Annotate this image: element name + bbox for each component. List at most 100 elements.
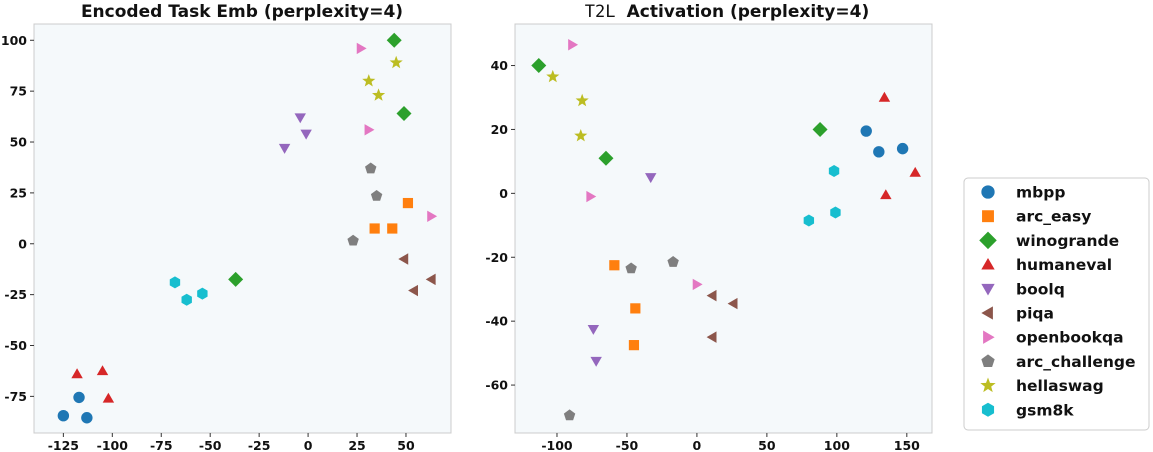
right-y-tick-label: 40 — [491, 58, 509, 73]
right-point-arc-easy — [609, 260, 620, 271]
right-y-tick-label: 20 — [491, 122, 509, 137]
right-y-tick-label: -40 — [485, 314, 508, 329]
left-point-openbookqa — [427, 210, 438, 223]
left-point-winogrande — [386, 32, 402, 48]
legend-marker-arc-challenge — [981, 354, 995, 368]
right-point-winogrande — [531, 58, 547, 74]
legend-marker-gsm8k — [981, 402, 995, 417]
right-x-tick-label: -50 — [616, 438, 639, 452]
left-y-tick-label: 100 — [1, 33, 27, 48]
right-point-mbpp — [896, 142, 909, 155]
left-y-tick-label: 25 — [10, 185, 27, 200]
right-point-openbookqa — [568, 39, 579, 51]
left-y-tick-label: 75 — [10, 84, 27, 99]
legend-marker-mbpp — [981, 185, 995, 199]
left-point-humaneval — [71, 368, 83, 379]
right-data-points — [531, 39, 921, 421]
legend-marker-piqa — [981, 306, 993, 320]
left-chart-title: Encoded Task Emb (perplexity=4) — [81, 2, 403, 22]
right-point-piqa — [706, 331, 717, 343]
right-chart-panel: T2L Activation (perplexity=4) -100 -50 0 50… — [485, 2, 933, 452]
left-point-winogrande — [396, 106, 412, 122]
right-point-mbpp — [873, 146, 885, 158]
left-x-tick-label: -125 — [48, 438, 79, 452]
left-point-gsm8k — [169, 276, 181, 289]
legend-marker-hellaswag — [980, 377, 996, 393]
left-point-boolq — [278, 143, 291, 154]
left-point-arc-challenge — [347, 234, 359, 246]
left-point-arc-challenge — [365, 162, 377, 174]
legend: mbpp arc_easy winogrande humaneval boolq piqa… — [963, 177, 1150, 431]
right-point-hellaswag — [575, 93, 589, 107]
left-point-piqa — [425, 273, 436, 286]
left-point-hellaswag — [372, 88, 386, 101]
right-x-tick-label: 0 — [693, 438, 702, 452]
legend-label-arc-easy: arc_easy — [1016, 208, 1091, 226]
right-point-piqa — [706, 289, 717, 302]
left-point-humaneval — [102, 392, 115, 403]
legend-marker-humaneval — [981, 257, 995, 270]
left-x-tick-label: -75 — [150, 438, 173, 452]
right-x-tick-label: 150 — [894, 438, 920, 452]
legend-label-winogrande: winogrande — [1016, 232, 1119, 250]
left-point-openbookqa — [364, 124, 375, 136]
left-x-tick-label: -100 — [97, 438, 129, 452]
left-axis-ticks: -125 -100 -75 -50 -25 0 25 50 -75 -50 -25 0 25 50 75 10… — [1, 33, 415, 452]
left-point-arc-easy — [387, 223, 398, 234]
right-point-openbookqa — [692, 278, 703, 291]
left-y-tick-label: 0 — [18, 236, 27, 251]
right-x-tick-label: -100 — [541, 438, 573, 452]
left-chart-panel: Encoded Task Emb (perplexity=4) -125 -100… — [1, 2, 452, 452]
legend-label-openbookqa: openbookqa — [1016, 329, 1124, 347]
legend-label-mbpp: mbpp — [1016, 184, 1065, 202]
right-point-boolq — [645, 173, 657, 184]
legend-marker-openbookqa — [983, 330, 995, 344]
right-point-humaneval — [880, 189, 892, 200]
legend-label-arc-challenge: arc_challenge — [1016, 353, 1136, 371]
right-point-hellaswag — [574, 128, 588, 142]
right-point-hellaswag — [546, 69, 560, 83]
right-point-humaneval — [878, 91, 891, 102]
left-point-gsm8k — [197, 287, 208, 300]
left-y-tick-label: -75 — [4, 389, 27, 404]
left-point-arc-easy — [402, 197, 414, 209]
left-point-piqa — [398, 253, 409, 265]
right-point-arc-easy — [628, 340, 640, 351]
left-point-arc-challenge — [370, 189, 383, 201]
legend-items: mbpp arc_easy winogrande humaneval boolq piqa… — [979, 184, 1136, 419]
left-point-gsm8k — [181, 293, 192, 306]
legend-marker-boolq — [981, 283, 995, 296]
right-point-openbookqa — [586, 190, 597, 203]
right-point-gsm8k — [803, 214, 815, 227]
legend-label-gsm8k: gsm8k — [1016, 401, 1074, 419]
left-x-tick-label: -25 — [248, 438, 271, 452]
right-point-boolq — [587, 324, 600, 335]
right-point-arc-challenge — [563, 409, 576, 421]
legend-label-boolq: boolq — [1016, 280, 1065, 298]
right-title-suffix: Activation (perplexity=4) — [627, 2, 870, 22]
left-x-tick-label: 0 — [304, 438, 313, 452]
right-x-tick-label: 50 — [758, 438, 776, 452]
right-plot-area — [514, 23, 933, 434]
left-x-tick-label: 50 — [397, 438, 415, 452]
left-y-tick-label: 50 — [10, 135, 28, 150]
legend-label-piqa: piqa — [1016, 305, 1054, 323]
legend-frame — [963, 177, 1150, 431]
right-axis-ticks: -100 -50 0 50 100 150 -60 -40 -20 0 20 40 — [485, 58, 920, 452]
left-point-mbpp — [73, 391, 85, 404]
left-data-points — [57, 32, 438, 424]
left-point-winogrande — [228, 271, 244, 287]
left-x-tick-label: -50 — [199, 438, 222, 452]
right-point-arc-challenge — [667, 256, 679, 267]
left-point-boolq — [294, 113, 306, 124]
right-chart-title: T2L Activation (perplexity=4) — [585, 2, 869, 22]
right-point-mbpp — [860, 125, 872, 137]
legend-marker-winogrande — [979, 231, 997, 250]
right-point-winogrande — [812, 121, 828, 137]
right-point-boolq — [590, 356, 602, 367]
left-point-hellaswag — [389, 55, 403, 69]
legend-marker-arc-easy — [982, 210, 994, 223]
right-y-tick-label: -60 — [485, 378, 508, 393]
left-plot-area — [33, 23, 452, 434]
left-point-hellaswag — [362, 74, 376, 87]
